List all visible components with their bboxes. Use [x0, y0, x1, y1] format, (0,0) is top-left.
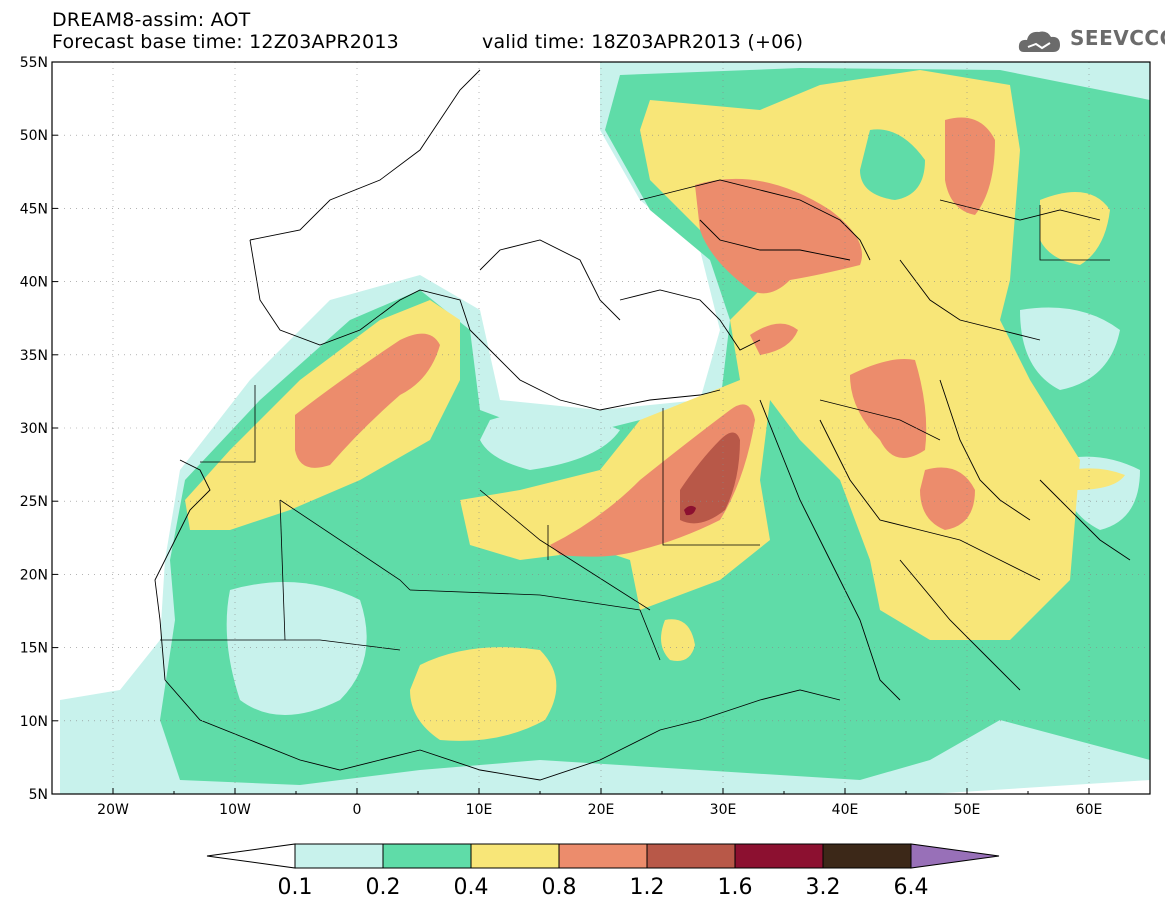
colorbar-label: 0.4	[454, 875, 489, 900]
lat-tick-label: 55N	[20, 55, 48, 71]
lon-tick-label: 60E	[1076, 802, 1103, 818]
colorbar-segment	[382, 843, 472, 869]
lon-tick-label: 20W	[97, 802, 129, 818]
colorbar-segment	[822, 843, 912, 869]
lat-tick-label: 10N	[20, 714, 48, 730]
lat-tick-label: 30N	[20, 421, 48, 437]
lon-tick-label: 20E	[588, 802, 615, 818]
lat-axis: 55N 50N 45N 40N 35N 30N 25N 20N 15N 10N 5N	[20, 55, 58, 803]
colorbar-segment	[734, 843, 824, 869]
logo-text: SEEVCCC	[1070, 26, 1165, 50]
lon-tick-label: 10W	[219, 802, 251, 818]
lat-tick-label: 40N	[20, 275, 48, 291]
lat-tick-label: 35N	[20, 348, 48, 364]
lon-tick-label: 40E	[832, 802, 859, 818]
gridlines	[52, 62, 1150, 794]
colorbar-label: 0.8	[542, 875, 577, 900]
coastlines	[154, 69, 1131, 781]
colorbar-label: 6.4	[894, 875, 929, 900]
chart-title: DREAM8-assim: AOT	[52, 9, 251, 31]
colorbar-segment	[470, 843, 560, 869]
colorbar-segment	[558, 843, 648, 869]
colorbar: 0.1 0.2 0.4 0.8 1.2 1.6 3.2 6.4	[206, 843, 1000, 900]
lon-axis: 20W 10W 0 10E 20E 30E 40E 50E 60E	[51, 788, 1151, 818]
colorbar-segment	[294, 843, 384, 869]
valid-time-label: valid time: 18Z03APR2013 (+06)	[482, 31, 804, 53]
lat-tick-label: 50N	[20, 128, 48, 144]
base-time-label: Forecast base time: 12Z03APR2013	[52, 31, 399, 53]
colorbar-label: 1.6	[718, 875, 753, 900]
colorbar-low-end	[206, 843, 296, 869]
aot-band-1.6	[684, 505, 696, 516]
lat-tick-label: 5N	[29, 787, 48, 803]
lat-tick-label: 25N	[20, 494, 48, 510]
lat-tick-label: 20N	[20, 567, 48, 583]
lon-tick-label: 30E	[710, 802, 737, 818]
colorbar-label: 1.2	[630, 875, 665, 900]
lon-tick-label: 50E	[954, 802, 981, 818]
colorbar-label: 0.1	[278, 875, 313, 900]
lon-tick-label: 10E	[466, 802, 493, 818]
borders	[160, 205, 1110, 661]
colorbar-label: 0.2	[366, 875, 401, 900]
colorbar-high-end	[910, 843, 1000, 869]
aot-band-1.2	[680, 432, 740, 524]
lat-tick-label: 45N	[20, 201, 48, 217]
lon-tick-label: 0	[353, 802, 362, 818]
colorbar-segment	[646, 843, 736, 869]
colorbar-label: 3.2	[806, 875, 841, 900]
cloud-logo-icon	[1018, 31, 1060, 52]
lat-tick-label: 15N	[20, 641, 48, 657]
